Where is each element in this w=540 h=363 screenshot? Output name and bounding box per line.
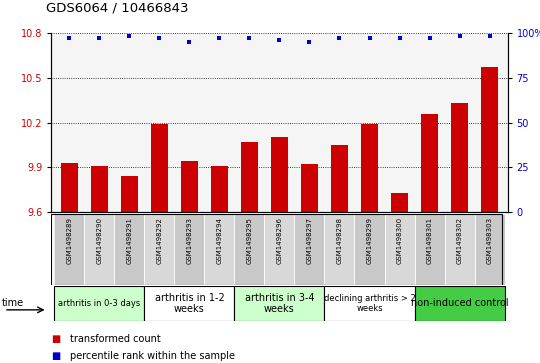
Bar bbox=[114, 214, 144, 285]
Bar bbox=[265, 214, 294, 285]
Point bbox=[335, 35, 344, 41]
Bar bbox=[415, 286, 504, 321]
Bar bbox=[121, 176, 138, 212]
Bar bbox=[234, 286, 325, 321]
Text: GSM1498303: GSM1498303 bbox=[487, 217, 492, 264]
Point bbox=[245, 35, 254, 41]
Point bbox=[155, 35, 164, 41]
Point bbox=[185, 39, 194, 45]
Text: arthritis in 1-2
weeks: arthritis in 1-2 weeks bbox=[154, 293, 224, 314]
Bar bbox=[444, 214, 475, 285]
Text: GSM1498302: GSM1498302 bbox=[456, 217, 463, 264]
Bar bbox=[331, 145, 348, 212]
Bar bbox=[294, 214, 325, 285]
Text: GSM1498295: GSM1498295 bbox=[246, 217, 252, 264]
Bar bbox=[144, 214, 174, 285]
Point bbox=[365, 35, 374, 41]
Text: GSM1498297: GSM1498297 bbox=[307, 217, 313, 264]
Bar bbox=[55, 214, 84, 285]
Bar bbox=[61, 163, 78, 212]
Text: GSM1498301: GSM1498301 bbox=[427, 217, 433, 264]
Point bbox=[65, 35, 73, 41]
Bar bbox=[55, 286, 144, 321]
Bar bbox=[84, 214, 114, 285]
Bar bbox=[451, 103, 468, 212]
Point bbox=[95, 35, 104, 41]
Text: GDS6064 / 10466843: GDS6064 / 10466843 bbox=[46, 1, 188, 15]
Bar bbox=[205, 214, 234, 285]
Text: GSM1498289: GSM1498289 bbox=[66, 217, 72, 264]
Bar bbox=[325, 214, 354, 285]
Bar bbox=[444, 214, 475, 285]
Bar bbox=[234, 214, 265, 285]
Text: ■: ■ bbox=[51, 351, 60, 361]
Text: GSM1498293: GSM1498293 bbox=[186, 217, 192, 264]
Point bbox=[215, 35, 224, 41]
Text: GSM1498294: GSM1498294 bbox=[217, 217, 222, 264]
Bar bbox=[55, 214, 84, 285]
Point bbox=[125, 33, 134, 39]
Bar bbox=[294, 214, 325, 285]
Bar bbox=[354, 214, 384, 285]
Text: ■: ■ bbox=[51, 334, 60, 344]
Bar bbox=[475, 214, 504, 285]
Text: GSM1498296: GSM1498296 bbox=[276, 217, 282, 264]
Point bbox=[395, 35, 404, 41]
Bar bbox=[211, 166, 228, 212]
Bar bbox=[265, 214, 294, 285]
Point bbox=[455, 33, 464, 39]
Text: arthritis in 0-3 days: arthritis in 0-3 days bbox=[58, 299, 140, 308]
Text: percentile rank within the sample: percentile rank within the sample bbox=[70, 351, 235, 361]
Text: arthritis in 3-4
weeks: arthritis in 3-4 weeks bbox=[245, 293, 314, 314]
Bar bbox=[475, 214, 504, 285]
Bar bbox=[144, 286, 234, 321]
Bar bbox=[392, 193, 408, 212]
Bar bbox=[325, 214, 354, 285]
Bar bbox=[151, 124, 167, 212]
Text: GSM1498298: GSM1498298 bbox=[336, 217, 342, 264]
Bar bbox=[234, 214, 265, 285]
Bar bbox=[241, 142, 258, 212]
Text: GSM1498300: GSM1498300 bbox=[396, 217, 402, 264]
Bar bbox=[384, 214, 415, 285]
Bar bbox=[84, 214, 114, 285]
Bar bbox=[205, 214, 234, 285]
Text: non-induced control: non-induced control bbox=[411, 298, 508, 309]
Bar bbox=[301, 164, 318, 212]
Bar bbox=[481, 67, 498, 212]
Bar bbox=[271, 138, 288, 212]
Bar bbox=[325, 286, 415, 321]
Bar bbox=[415, 214, 444, 285]
Bar bbox=[181, 162, 198, 212]
Bar bbox=[361, 124, 378, 212]
Bar bbox=[91, 166, 107, 212]
Bar bbox=[114, 214, 144, 285]
Point bbox=[275, 37, 284, 43]
Text: GSM1498299: GSM1498299 bbox=[367, 217, 373, 264]
Text: GSM1498290: GSM1498290 bbox=[96, 217, 103, 264]
Bar bbox=[415, 214, 444, 285]
Text: declining arthritis > 2
weeks: declining arthritis > 2 weeks bbox=[323, 294, 415, 313]
Text: transformed count: transformed count bbox=[70, 334, 161, 344]
Bar bbox=[174, 214, 205, 285]
Point bbox=[305, 39, 314, 45]
Bar bbox=[421, 114, 438, 212]
Bar bbox=[354, 214, 384, 285]
Point bbox=[425, 35, 434, 41]
Text: GSM1498292: GSM1498292 bbox=[157, 217, 163, 264]
Bar bbox=[144, 214, 174, 285]
Text: time: time bbox=[2, 298, 24, 309]
Bar bbox=[384, 214, 415, 285]
Point bbox=[485, 33, 494, 39]
Text: GSM1498291: GSM1498291 bbox=[126, 217, 132, 264]
Bar bbox=[174, 214, 205, 285]
